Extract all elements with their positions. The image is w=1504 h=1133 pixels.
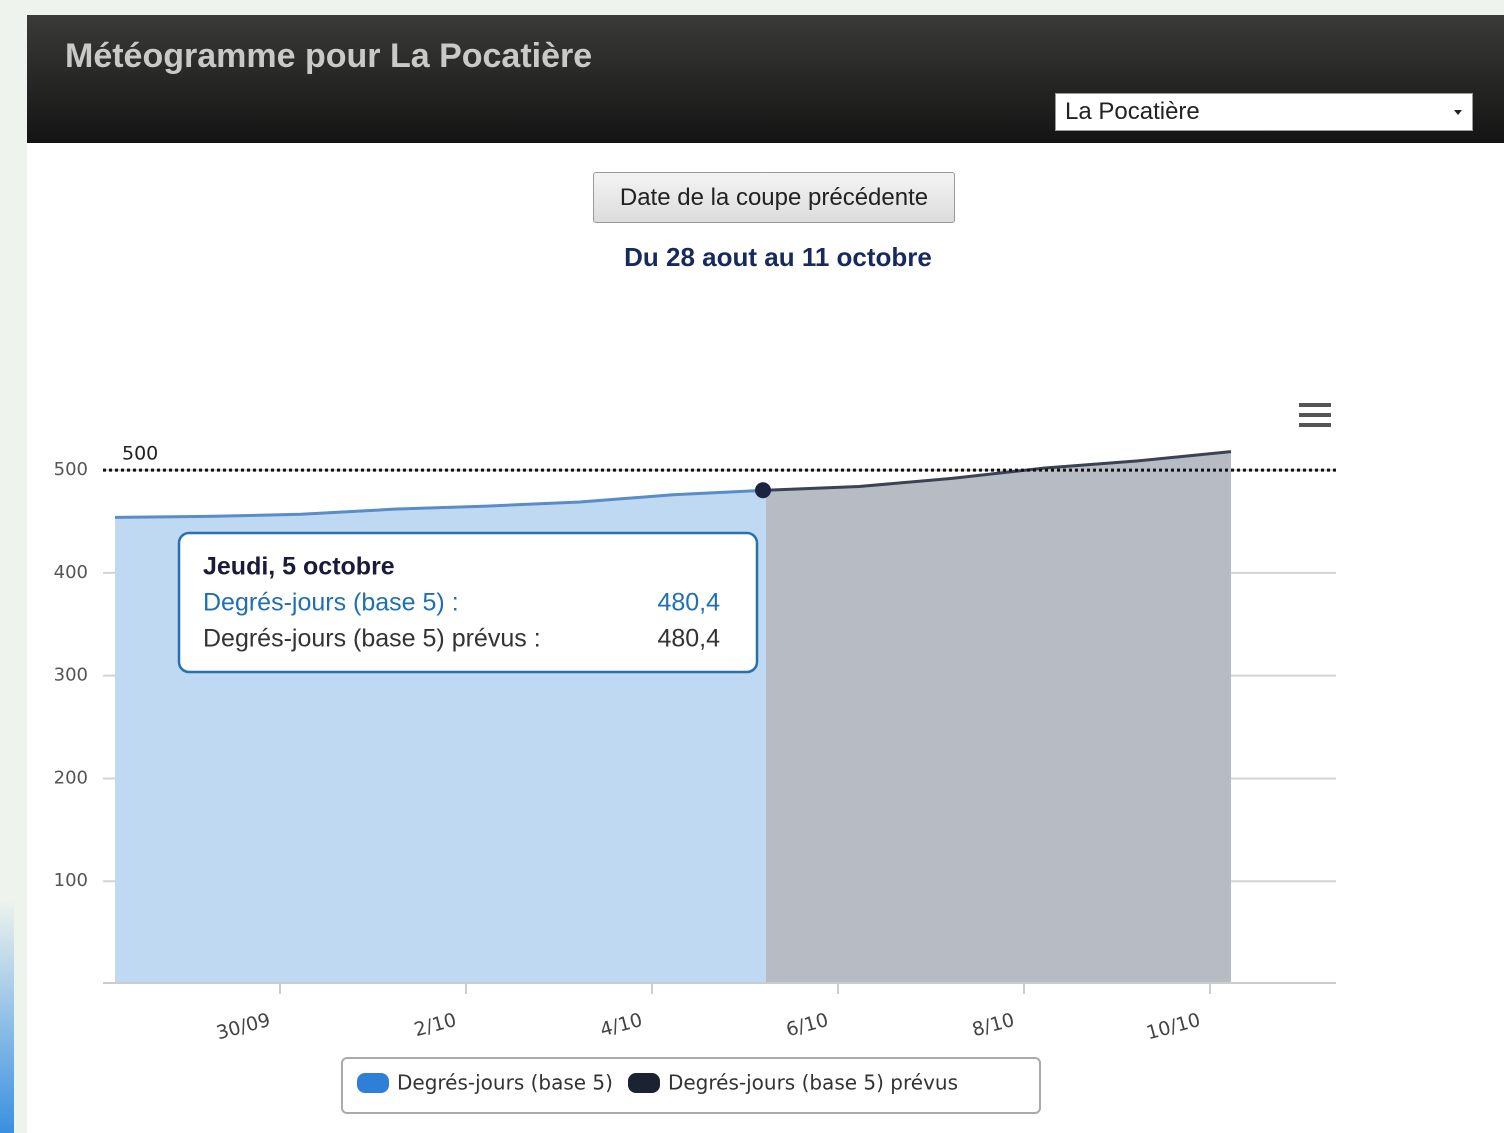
series-line (114, 488, 767, 519)
x-tick-label: 8/10 (970, 1009, 1017, 1041)
legend-symbol (357, 1073, 389, 1093)
select-value: La Pocatière (1065, 98, 1200, 125)
x-tick-label: 4/10 (598, 1009, 645, 1041)
series-line (765, 450, 1232, 492)
tooltip-value: 480,4 (657, 625, 720, 653)
tooltip-label: Degrés-jours (base 5) prévus : (203, 625, 541, 653)
y-tick-label: 200 (54, 767, 88, 788)
location-select[interactable]: La Pocatière (1055, 93, 1473, 131)
legend-label: Degrés-jours (base 5) (397, 1071, 613, 1095)
page-title: Météogramme pour La Pocatière (65, 37, 593, 75)
x-tick-label: 10/10 (1144, 1009, 1203, 1044)
point-marker (755, 482, 771, 499)
legend-box (341, 1057, 1041, 1114)
tooltip-box (177, 531, 759, 674)
tooltip-title: Jeudi, 5 octobre (203, 553, 395, 581)
tooltip-value: 480,4 (657, 589, 720, 617)
y-tick-label: 400 (54, 562, 88, 583)
legend-label: Degrés-jours (base 5) prévus (668, 1071, 958, 1095)
x-tick-label: 30/09 (214, 1009, 273, 1044)
tooltip-label: Degrés-jours (base 5) : (203, 589, 459, 617)
x-tick-label: 2/10 (412, 1009, 459, 1041)
menu-icon[interactable] (1299, 403, 1331, 427)
previous-cut-button[interactable]: Date de la coupe précédente (593, 172, 955, 223)
area-fill (766, 451, 1231, 985)
y-tick-label: 300 (54, 665, 88, 686)
y-tick-label: 100 (54, 870, 88, 891)
subtitle: Du 28 aout au 11 octobre (624, 242, 932, 272)
left-edge (0, 900, 14, 1133)
y-tick-label: 500 (54, 459, 88, 480)
legend-symbol (627, 1073, 660, 1093)
plot-line-label: 500 (122, 443, 158, 465)
header: Météogramme pour La Pocatière La Pocatiè… (27, 15, 1504, 143)
x-tick-label: 6/10 (784, 1009, 831, 1041)
select-arrow (1454, 110, 1462, 115)
